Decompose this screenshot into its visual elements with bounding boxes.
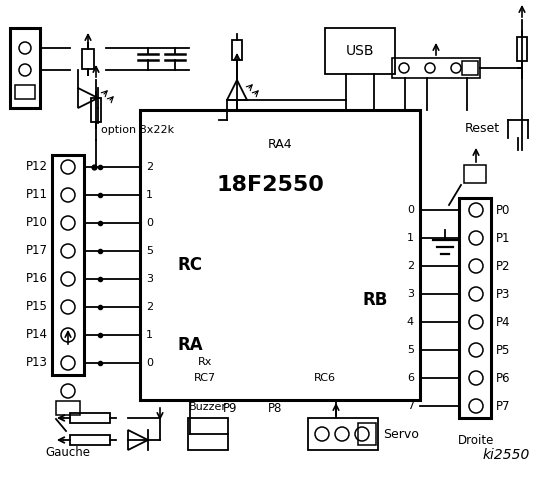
Text: P14: P14 (26, 328, 48, 341)
Text: USB: USB (346, 44, 374, 58)
Text: P3: P3 (496, 288, 510, 300)
Bar (325, 28, 395, 74)
Bar (459, 198, 491, 418)
Text: P2: P2 (496, 260, 510, 273)
Text: P11: P11 (26, 189, 48, 202)
Bar (462, 61, 478, 75)
Text: 5: 5 (146, 246, 153, 256)
Bar (517, 37, 527, 61)
Text: RC7: RC7 (194, 373, 216, 383)
Text: 5: 5 (407, 345, 414, 355)
Text: P1: P1 (496, 231, 510, 244)
Text: 0: 0 (146, 358, 153, 368)
Bar (464, 165, 486, 183)
Text: P7: P7 (496, 399, 510, 412)
Text: P17: P17 (26, 244, 48, 257)
Bar (308, 418, 378, 450)
Text: 3: 3 (407, 289, 414, 299)
Bar (70, 435, 110, 445)
Text: 7: 7 (407, 401, 414, 411)
Text: Rx: Rx (198, 357, 212, 367)
Text: P16: P16 (26, 273, 48, 286)
Text: 1: 1 (146, 190, 153, 200)
Text: RC6: RC6 (314, 373, 336, 383)
Bar (70, 413, 110, 423)
Text: 0: 0 (146, 218, 153, 228)
Text: 3: 3 (146, 274, 153, 284)
Bar (188, 418, 228, 450)
Text: P13: P13 (26, 357, 48, 370)
Text: 2: 2 (146, 162, 153, 172)
Bar (82, 49, 94, 69)
Text: Gauche: Gauche (45, 446, 91, 459)
Text: RC: RC (178, 256, 202, 274)
Bar (15, 85, 35, 99)
Text: ki2550: ki2550 (483, 448, 530, 462)
Bar (392, 58, 480, 78)
Text: P5: P5 (496, 344, 510, 357)
Text: Droite: Droite (458, 434, 494, 447)
Text: P8: P8 (268, 401, 282, 415)
Text: P12: P12 (26, 160, 48, 173)
Text: RA: RA (177, 336, 203, 354)
Text: 6: 6 (407, 373, 414, 383)
Text: option 8x22k: option 8x22k (101, 125, 174, 135)
Text: 18F2550: 18F2550 (216, 175, 324, 195)
Bar (140, 110, 420, 400)
Bar (232, 40, 242, 60)
Text: RA4: RA4 (268, 139, 293, 152)
Bar (358, 423, 376, 445)
Text: P10: P10 (26, 216, 48, 229)
Text: 1: 1 (146, 330, 153, 340)
Bar (10, 28, 40, 108)
Text: 2: 2 (407, 261, 414, 271)
Text: Reset: Reset (465, 122, 500, 135)
Text: P9: P9 (223, 401, 237, 415)
Text: P6: P6 (496, 372, 510, 384)
Bar (91, 98, 101, 122)
Text: P15: P15 (26, 300, 48, 313)
Text: Buzzer: Buzzer (189, 402, 227, 412)
Bar (56, 401, 80, 415)
Bar (52, 155, 84, 375)
Text: P4: P4 (496, 315, 510, 328)
Text: 2: 2 (146, 302, 153, 312)
Text: 0: 0 (407, 205, 414, 215)
Text: P0: P0 (496, 204, 510, 216)
Text: 1: 1 (407, 233, 414, 243)
Text: Servo: Servo (383, 428, 419, 441)
Text: 4: 4 (407, 317, 414, 327)
Text: RB: RB (362, 291, 388, 309)
